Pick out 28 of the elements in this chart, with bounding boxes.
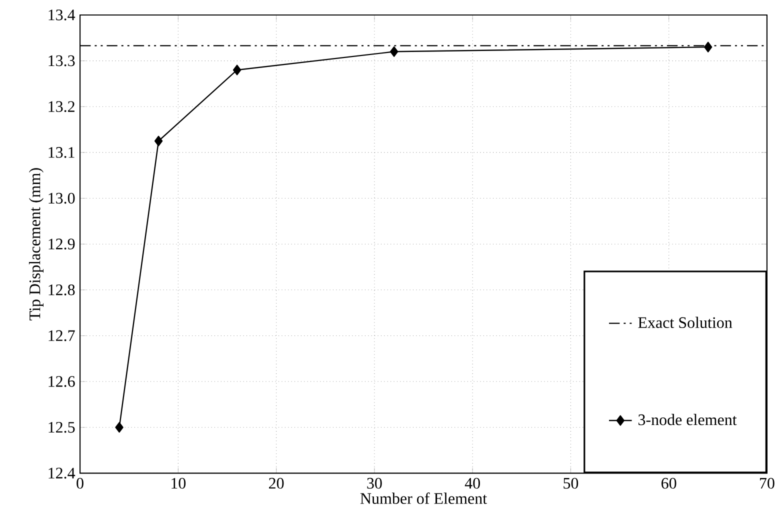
y-tick-label: 12.7: [48, 330, 75, 342]
legend-label: Exact Solution: [638, 316, 732, 328]
y-tick-label: 13.3: [48, 55, 75, 66]
y-axis-title: Tip Displacement (mm): [28, 168, 44, 320]
y-tick-label: 12.4: [48, 468, 76, 479]
point: [232, 64, 242, 76]
point: [115, 422, 124, 433]
y-tick-label: 13.4: [48, 9, 76, 20]
x-axis-title: Number of Element: [360, 492, 487, 504]
x-tick-label: 20: [269, 478, 284, 489]
x-tick-label: 60: [662, 478, 676, 489]
point: [704, 42, 712, 52]
y-tick-label: 12.6: [48, 376, 75, 387]
x-tick-label: 50: [564, 478, 578, 489]
y-tick-label: 12.8: [48, 284, 75, 296]
x-tick-label: 40: [464, 478, 480, 489]
y-tick-label: 12.9: [48, 238, 75, 250]
x-tick-label: 10: [172, 478, 186, 489]
legend-label: 3-node element: [638, 414, 737, 426]
x-tick-label: 0: [76, 478, 84, 489]
x-tick-label: 30: [367, 478, 382, 489]
y-tick-label: 12.5: [48, 422, 75, 433]
y-tick-label: 13.1: [48, 146, 74, 158]
point: [154, 136, 163, 146]
point: [390, 46, 398, 57]
x-tick-label: 70: [760, 478, 774, 489]
y-tick-label: 13.0: [48, 192, 75, 204]
y-tick-label: 13.2: [48, 101, 74, 112]
